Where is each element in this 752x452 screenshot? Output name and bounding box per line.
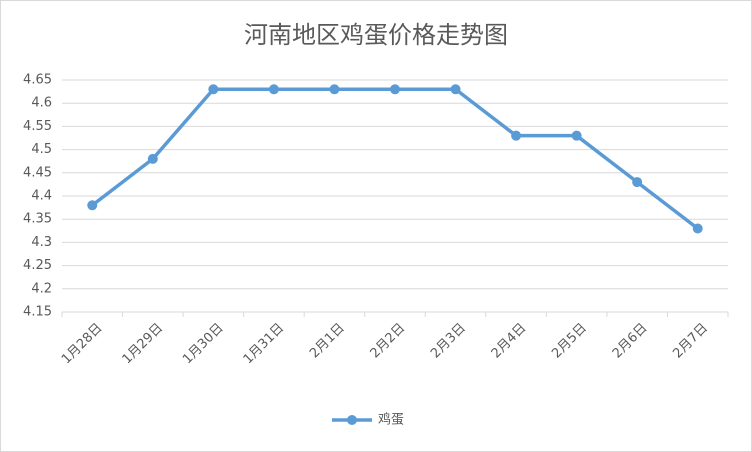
legend-label: 鸡蛋 [378, 412, 404, 428]
y-tick-label: 4.5 [31, 142, 52, 157]
y-tick-label: 4.45 [23, 165, 52, 180]
data-point [511, 130, 522, 141]
data-point [268, 84, 279, 95]
legend-marker [347, 415, 357, 425]
data-point [450, 84, 461, 95]
y-tick-label: 4.35 [23, 212, 52, 227]
y-tick-label: 4.15 [23, 305, 52, 320]
y-tick-label: 4.65 [23, 73, 52, 88]
data-point [692, 223, 703, 234]
data-point [390, 84, 400, 95]
chart-title: 河南地区鸡蛋价格走势图 [244, 21, 508, 49]
y-tick-label: 4.4 [31, 189, 52, 204]
data-point [147, 153, 158, 164]
data-point [632, 177, 643, 188]
y-tick-label: 4.25 [23, 258, 52, 273]
data-point [208, 84, 219, 95]
y-tick-label: 4.3 [31, 235, 52, 250]
y-tick-label: 4.6 [31, 96, 52, 111]
y-tick-label: 4.55 [23, 119, 52, 134]
data-point [571, 130, 582, 141]
y-tick-label: 4.2 [31, 281, 52, 296]
data-point [87, 200, 98, 211]
data-point [329, 84, 340, 95]
